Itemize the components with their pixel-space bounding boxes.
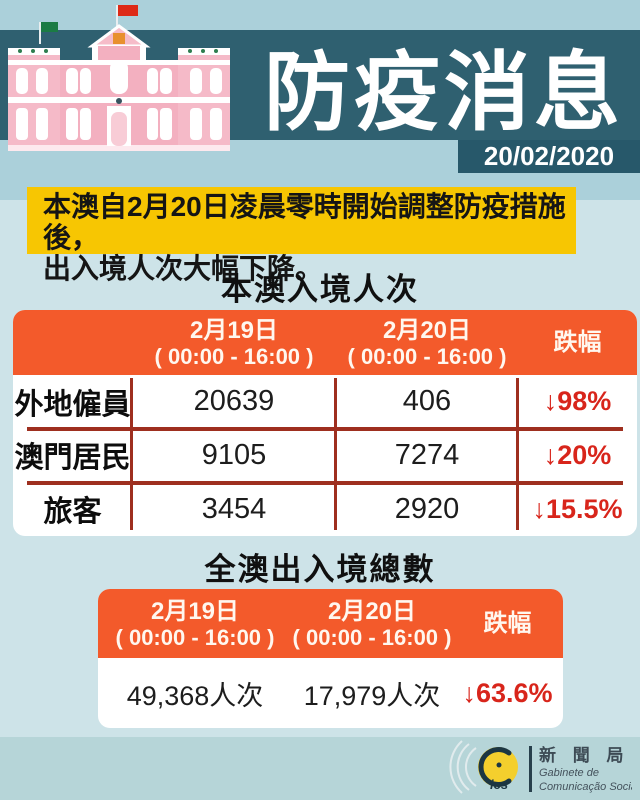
main-door (107, 98, 131, 146)
date-badge: 20/02/2020 (458, 140, 640, 173)
row-divider (27, 427, 623, 431)
col-header-feb20: 2月20日 ( 00:00 - 16:00 ) (292, 597, 452, 650)
china-flag-icon (116, 5, 138, 33)
notice-line-2: 出入境人次大幅下降。 (43, 253, 324, 284)
value-drop: ↓15.5% (532, 493, 623, 524)
lower-windows (16, 108, 222, 140)
footer-band (0, 737, 640, 800)
upper-windows (16, 60, 222, 94)
poster-title: 防疫消息 (264, 44, 624, 141)
notice-line-1: 本澳自2月20日凌晨零時開始調整防疫措施後， (43, 191, 566, 253)
total-drop: ↓63.6% (462, 677, 553, 708)
value-feb20: 406 (402, 385, 452, 418)
notice-banner: 本澳自2月20日凌晨零時開始調整防疫措施後， 出入境人次大幅下降。 (27, 187, 576, 284)
col-header-drop: 跌幅 (483, 610, 532, 637)
column-divider (516, 378, 519, 530)
row-divider (27, 481, 623, 485)
column-divider (130, 378, 133, 530)
row-label: 旅客 (43, 496, 102, 529)
logo-mark-icon: ics (478, 747, 518, 792)
totals-table: 2月19日 ( 00:00 - 16:00 ) 2月20日 ( 00:00 - … (98, 589, 563, 728)
gcs-logo: ics 新 聞 局 Gabinete de Comunicação Social (449, 740, 632, 794)
col-header-drop: 跌幅 (553, 329, 602, 356)
agency-name-pt-2: Comunicação Social (539, 781, 632, 793)
arrivals-table: 2月19日 ( 00:00 - 16:00 ) 2月20日 ( 00:00 - … (13, 310, 637, 536)
agency-name-pt-1: Gabinete de (539, 767, 599, 779)
totals-table-body: 49,368人次 17,979人次 ↓63.6% (98, 658, 563, 728)
value-feb19: 9105 (201, 438, 267, 471)
government-building-illustration (8, 5, 230, 151)
total-feb19: 49,368人次 (126, 680, 264, 711)
macau-flag-icon (39, 22, 58, 44)
col-header-feb20: 2月20日 ( 00:00 - 16:00 ) (347, 316, 507, 369)
col-header-feb19: 2月19日 ( 00:00 - 16:00 ) (154, 316, 314, 369)
arrivals-section-title: 本澳入境人次 (221, 272, 419, 307)
logo-waves-icon (449, 740, 477, 794)
arrivals-table-header: 2月19日 ( 00:00 - 16:00 ) 2月20日 ( 00:00 - … (13, 310, 637, 375)
col-header-feb19: 2月19日 ( 00:00 - 16:00 ) (115, 597, 275, 650)
svg-text:ics: ics (490, 777, 508, 792)
value-drop: ↓20% (543, 439, 612, 470)
value-feb20: 2920 (394, 492, 460, 525)
value-feb19: 20639 (193, 385, 275, 418)
agency-name-zh: 新 聞 局 (539, 745, 629, 765)
value-feb19: 3454 (201, 492, 267, 525)
total-feb20: 17,979人次 (303, 680, 441, 711)
value-feb20: 7274 (394, 438, 460, 471)
totals-table-header: 2月19日 ( 00:00 - 16:00 ) 2月20日 ( 00:00 - … (98, 589, 563, 658)
totals-section-title: 全澳出入境總數 (204, 552, 436, 587)
row-label: 澳門居民 (14, 442, 131, 475)
logo-divider (529, 746, 532, 792)
row-label: 外地僱員 (14, 388, 131, 421)
value-drop: ↓98% (543, 386, 612, 417)
column-divider (334, 378, 337, 530)
arrivals-table-body: 外地僱員 20639 406 ↓98% 澳門居民 9105 7274 ↓20% … (13, 375, 637, 536)
